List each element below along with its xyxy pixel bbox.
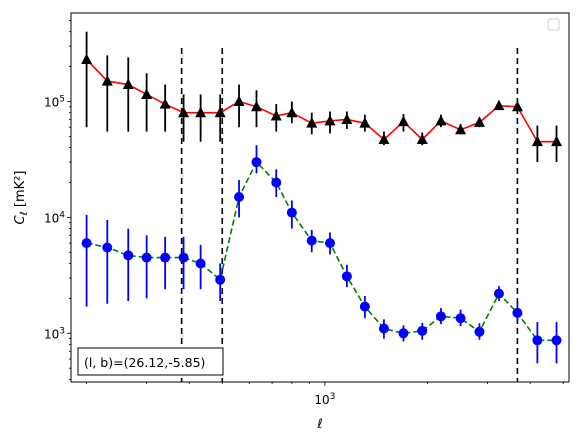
series-1-point-7 xyxy=(195,106,207,118)
data-layer xyxy=(81,31,563,382)
series-1-point-1 xyxy=(81,53,93,65)
series-1-point-9 xyxy=(233,95,245,106)
series-2-point-10 xyxy=(251,157,262,168)
series-2-point-23 xyxy=(493,288,504,299)
series-1-point-3 xyxy=(122,78,134,90)
series-1-point-4 xyxy=(141,88,153,99)
series-1-point-8 xyxy=(214,106,226,118)
series-2-point-15 xyxy=(341,271,352,282)
series-2-point-4 xyxy=(141,252,152,263)
series-2-point-1 xyxy=(81,238,92,249)
legend-frame xyxy=(547,18,560,31)
series-2-point-6 xyxy=(178,252,189,263)
series-2-point-18 xyxy=(398,328,409,339)
legend xyxy=(547,18,560,31)
series-1-point-6 xyxy=(178,106,190,118)
series-2-point-11 xyxy=(271,177,282,188)
series-1-point-26 xyxy=(551,135,563,147)
series-2-point-2 xyxy=(102,242,113,253)
series-2-point-7 xyxy=(195,258,206,269)
plot-area xyxy=(81,31,563,382)
series-1-point-24 xyxy=(511,100,523,112)
series-1-point-14 xyxy=(324,114,336,126)
series-1 xyxy=(81,31,563,163)
series-1-point-20 xyxy=(435,114,447,126)
series-1-point-22 xyxy=(473,116,485,127)
annotation-box: (l, b)=(26.12,-5.85) xyxy=(77,347,224,376)
series-1-point-10 xyxy=(250,100,262,112)
axes: 103 103 104 105 ℓ Cℓ [mK²] xyxy=(13,12,570,432)
axes-frame xyxy=(70,12,570,383)
series-1-point-5 xyxy=(159,98,171,109)
series-2-point-24 xyxy=(512,307,523,318)
series-2-point-9 xyxy=(234,191,245,202)
series-1-point-23 xyxy=(493,99,505,111)
series-1-point-16 xyxy=(359,117,371,128)
series-1-point-25 xyxy=(531,135,543,147)
series-1-point-17 xyxy=(378,133,390,144)
annotation-text: (l, b)=(26.12,-5.85) xyxy=(84,355,205,370)
series-1-point-18 xyxy=(397,115,409,127)
series-2 xyxy=(81,145,562,364)
x-axis-label: ℓ xyxy=(316,417,322,432)
series-1-point-19 xyxy=(416,133,428,144)
series-2-point-3 xyxy=(123,250,134,261)
series-1-point-11 xyxy=(270,109,282,121)
series-1-point-2 xyxy=(101,75,113,86)
series-2-point-17 xyxy=(378,323,389,334)
y-tick-label-1: 103 xyxy=(44,326,65,341)
series-2-point-20 xyxy=(435,311,446,322)
y-tick-label-2: 104 xyxy=(44,210,65,225)
y-tick-label-3: 105 xyxy=(44,94,65,109)
series-2-point-19 xyxy=(417,325,428,336)
series-1-point-12 xyxy=(286,106,298,118)
series-2-point-8 xyxy=(215,274,226,285)
series-1-point-15 xyxy=(341,113,353,124)
x-tick-label-1: 103 xyxy=(314,392,335,407)
series-2-point-14 xyxy=(324,238,335,249)
series-2-point-26 xyxy=(551,335,562,346)
y-axis-label: Cℓ [mK²] xyxy=(13,171,30,225)
series-2-point-22 xyxy=(474,326,485,337)
series-2-point-12 xyxy=(286,207,297,218)
annotation-box-frame xyxy=(77,347,224,376)
series-2-point-5 xyxy=(160,252,171,263)
series-1-point-13 xyxy=(306,117,318,128)
series-1-point-21 xyxy=(455,123,467,135)
series-2-point-16 xyxy=(359,301,370,312)
series-2-point-13 xyxy=(306,235,317,246)
series-2-point-21 xyxy=(455,313,466,324)
series-2-point-25 xyxy=(532,335,543,346)
